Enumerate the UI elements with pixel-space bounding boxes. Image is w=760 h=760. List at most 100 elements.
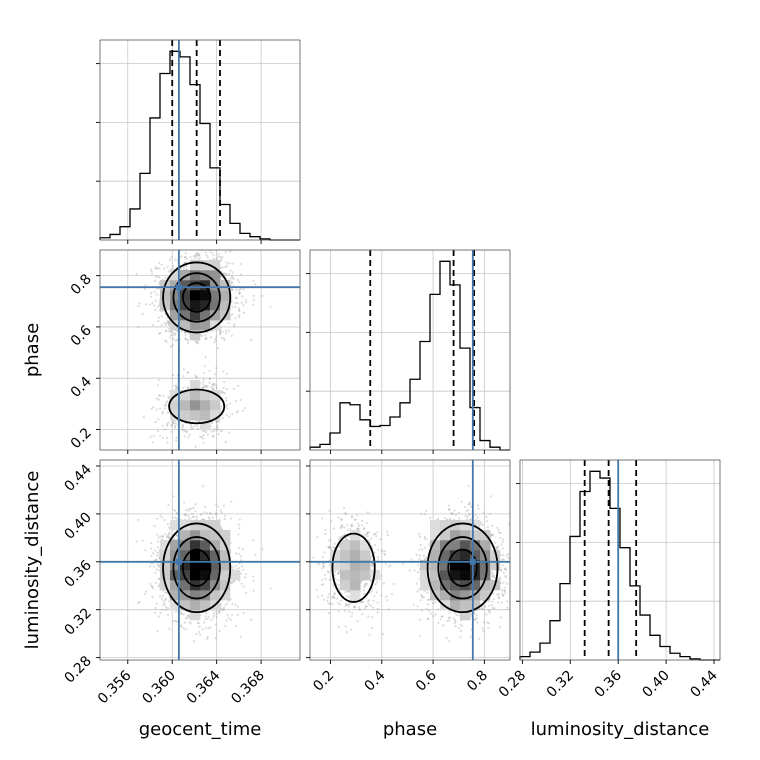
panel-geocent-time-vs-phase: 0.20.40.60.8: [68, 236, 301, 454]
sample-point: [164, 277, 167, 280]
sample-point: [216, 427, 219, 430]
sample-point: [202, 437, 205, 440]
sample-point: [156, 554, 159, 557]
sample-point: [161, 410, 165, 414]
sample-point: [250, 618, 253, 621]
sample-point: [210, 421, 214, 425]
sample-point: [201, 386, 205, 389]
density-cell: [170, 310, 181, 321]
sample-point: [173, 384, 177, 387]
sample-point: [176, 620, 179, 623]
sample-point: [176, 386, 179, 389]
sample-point: [155, 558, 158, 562]
sample-point: [238, 289, 241, 292]
sample-point: [157, 418, 160, 421]
sample-point: [216, 429, 219, 432]
sample-point: [158, 394, 161, 397]
sample-point: [152, 552, 155, 555]
sample-point: [215, 503, 218, 506]
sample-point: [191, 512, 194, 516]
sample-point: [212, 387, 215, 390]
sample-point: [220, 430, 223, 433]
sample-point: [158, 261, 161, 265]
sample-point: [165, 401, 168, 404]
sample-point: [174, 339, 177, 342]
sample-point: [216, 424, 219, 427]
sample-point: [196, 427, 199, 431]
sample-point: [238, 523, 241, 526]
density-cell: [180, 320, 191, 331]
panel-frame: [99, 249, 301, 451]
sample-point: [167, 323, 170, 326]
sample-point: [226, 613, 229, 617]
sample-point: [174, 424, 177, 428]
sample-point: [187, 614, 190, 617]
sample-point: [168, 270, 171, 273]
density-cell: [210, 290, 221, 301]
sample-point: [174, 422, 177, 425]
sample-point: [215, 513, 218, 516]
sample-point: [206, 256, 209, 259]
sample-point: [157, 585, 160, 588]
sample-point: [164, 339, 167, 342]
sample-point: [167, 321, 170, 324]
sample-point: [164, 605, 168, 608]
sample-point: [203, 511, 206, 514]
sample-point: [183, 255, 186, 259]
sample-point: [189, 256, 192, 259]
sample-point: [225, 399, 228, 402]
sample-point: [163, 428, 166, 431]
sample-point: [223, 339, 226, 342]
sample-point: [205, 254, 208, 257]
sample-point: [198, 253, 201, 256]
sample-point: [180, 625, 183, 628]
sample-point: [174, 258, 177, 261]
sample-point: [213, 257, 216, 260]
density-cell: [190, 300, 201, 311]
sample-point: [222, 386, 225, 390]
sample-point: [158, 332, 161, 335]
sample-point: [226, 404, 229, 407]
sample-point: [179, 244, 181, 246]
sample-point: [158, 394, 161, 397]
x-tick-label: 0.44: [687, 667, 720, 700]
sample-point: [241, 295, 244, 298]
sample-point: [165, 236, 167, 238]
sample-point: [153, 565, 156, 568]
sample-point: [161, 310, 164, 313]
sample-point: [175, 439, 178, 442]
sample-point: [250, 339, 253, 342]
sample-point: [224, 251, 227, 254]
sample-point: [239, 273, 243, 276]
density-cell: [210, 390, 221, 401]
sample-point: [202, 442, 205, 445]
sample-point: [213, 427, 216, 430]
sample-point: [162, 600, 165, 603]
sample-point: [231, 306, 234, 309]
sample-point: [141, 312, 144, 315]
density-cell: [210, 410, 221, 421]
sample-point: [211, 383, 214, 386]
density-cell: [190, 410, 201, 421]
sample-point: [149, 435, 152, 438]
sample-point: [214, 512, 217, 515]
sample-point: [151, 302, 154, 305]
sample-point: [210, 385, 213, 388]
sample-point: [228, 415, 231, 418]
density-cell: [170, 410, 181, 421]
sample-point: [225, 372, 229, 375]
sample-point: [169, 345, 172, 348]
sample-point: [182, 429, 185, 432]
sample-point: [231, 313, 234, 316]
sample-point: [190, 428, 193, 431]
sample-point: [193, 424, 196, 428]
sample-point: [211, 383, 215, 386]
sample-point: [237, 315, 241, 318]
density-cell: [210, 270, 221, 281]
sample-point: [221, 330, 224, 333]
sample-point: [180, 612, 183, 615]
density-cell: [190, 390, 201, 401]
sample-point: [161, 608, 164, 612]
sample-point: [225, 329, 228, 332]
sample-point: [183, 621, 186, 624]
